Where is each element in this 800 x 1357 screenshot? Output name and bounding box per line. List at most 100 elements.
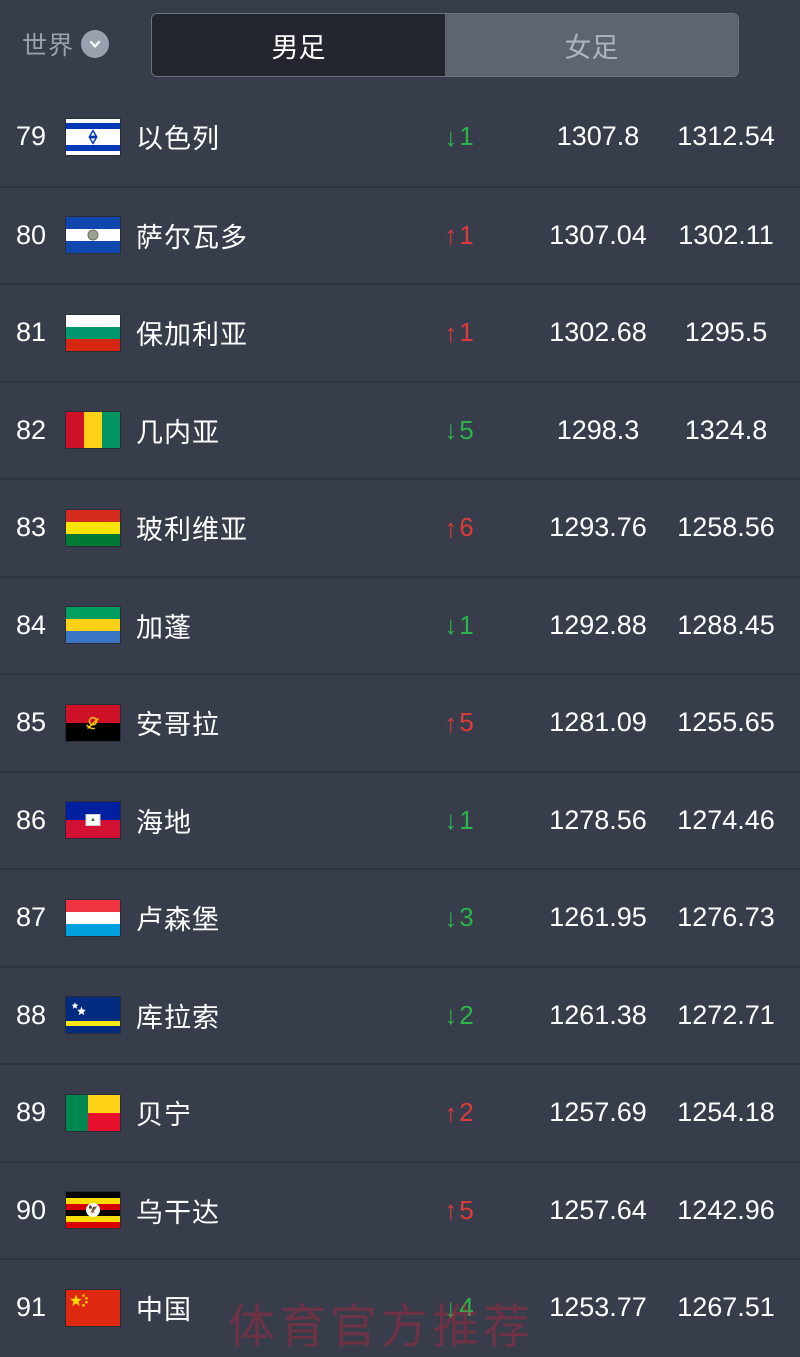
rank-change-value: 2: [459, 1097, 474, 1128]
table-row[interactable]: 79 以色列 ↓ 1 1307.8 1312.54: [0, 88, 800, 186]
table-row[interactable]: 85 安哥拉 ↑ 5 1281.09 1255.65: [0, 673, 800, 771]
rank-change: ↓ 1: [384, 610, 534, 641]
points-previous: 1267.51: [677, 1292, 775, 1323]
rank-change-value: 4: [459, 1292, 474, 1323]
flag-cell: [62, 1094, 124, 1131]
rank-number: 84: [15, 609, 47, 640]
flag-cell: [62, 607, 124, 644]
country-name: 玻利维亚: [136, 515, 248, 546]
header-bar: 世界 男足 女足: [0, 0, 800, 88]
rank-change-value: 2: [459, 999, 474, 1030]
rank-change: ↑ 1: [384, 220, 534, 251]
rank-change-value: 5: [459, 707, 474, 738]
points-previous: 1274.46: [677, 804, 775, 835]
flag-cell: [62, 1289, 124, 1326]
country-name: 中国: [136, 1295, 192, 1326]
tab-mens-football[interactable]: 男足: [152, 14, 445, 76]
arrow-down-icon: ↓: [444, 610, 458, 641]
country-name: 贝宁: [136, 1100, 192, 1131]
country-name: 库拉索: [136, 1002, 220, 1033]
table-row[interactable]: 90 🦅 乌干达 ↑ 5 1257.64 1242.96: [0, 1160, 800, 1258]
chevron-down-icon[interactable]: [81, 30, 110, 58]
points-current: 1257.69: [549, 1097, 647, 1128]
points-previous: 1255.65: [677, 707, 775, 738]
israel-flag: [66, 118, 120, 155]
rank-change-value: 1: [459, 317, 474, 348]
arrow-up-icon: ↑: [444, 317, 458, 348]
rank-change-value: 3: [459, 902, 474, 933]
flag-cell: [62, 217, 124, 254]
table-row[interactable]: 91 中国 ↓ 4 1253.77 1267.51: [0, 1258, 800, 1356]
arrow-down-icon: ↓: [444, 1292, 458, 1323]
rank-change-value: 6: [459, 512, 474, 543]
rank-change: ↓ 3: [384, 902, 534, 933]
country-name: 以色列: [136, 124, 220, 155]
table-row[interactable]: 88 库拉索 ↓ 2 1261.38 1272.71: [0, 965, 800, 1063]
country-name: 海地: [136, 807, 192, 838]
rank-number: 85: [15, 707, 47, 738]
country-name: 乌干达: [136, 1197, 220, 1228]
flag-cell: [62, 314, 124, 351]
table-row[interactable]: 84 加蓬 ↓ 1 1292.88 1288.45: [0, 575, 800, 673]
flag-cell: [62, 118, 124, 155]
points-current: 1307.04: [549, 219, 647, 250]
tab-womens-football[interactable]: 女足: [445, 14, 738, 76]
arrow-down-icon: ↓: [444, 1000, 458, 1031]
table-row[interactable]: 87 卢森堡 ↓ 3 1261.95 1276.73: [0, 868, 800, 966]
rank-number: 87: [15, 902, 47, 933]
table-row[interactable]: 86 ▲ 海地 ↓ 1 1278.56 1274.46: [0, 770, 800, 868]
points-previous: 1276.73: [677, 902, 775, 933]
arrow-up-icon: ↑: [444, 1097, 458, 1128]
table-row[interactable]: 82 几内亚 ↓ 5 1298.3 1324.8: [0, 380, 800, 478]
country-name: 几内亚: [136, 417, 220, 448]
rank-change-value: 1: [459, 121, 474, 152]
rank-number: 88: [15, 999, 47, 1030]
flag-cell: [62, 704, 124, 741]
rank-number: 83: [15, 512, 47, 543]
china-flag: [66, 1289, 120, 1326]
country-name: 卢森堡: [136, 905, 220, 936]
points-current: 1253.77: [549, 1292, 647, 1323]
arrow-down-icon: ↓: [444, 415, 458, 446]
country-name: 安哥拉: [136, 710, 220, 741]
table-row[interactable]: 89 贝宁 ↑ 2 1257.69 1254.18: [0, 1063, 800, 1161]
points-previous: 1242.96: [677, 1194, 775, 1225]
bulgaria-flag: [66, 314, 120, 351]
gabon-flag: [66, 607, 120, 644]
gender-tab-group[interactable]: 男足 女足: [151, 13, 739, 77]
flag-cell: [62, 997, 124, 1034]
flag-cell: [62, 412, 124, 449]
country-name: 加蓬: [136, 612, 192, 643]
arrow-up-icon: ↑: [444, 512, 458, 543]
country-name: 萨尔瓦多: [136, 222, 248, 253]
rank-change: ↑ 5: [384, 707, 534, 738]
bolivia-flag: [66, 509, 120, 546]
region-selector[interactable]: 世界: [22, 0, 110, 88]
angola-flag: [66, 704, 120, 741]
rank-number: 79: [15, 121, 47, 152]
rank-number: 86: [15, 804, 47, 835]
luxembourg-flag: [66, 899, 120, 936]
rank-number: 82: [15, 414, 47, 445]
rank-change: ↓ 1: [384, 805, 534, 836]
arrow-down-icon: ↓: [444, 121, 458, 152]
rank-change: ↑ 2: [384, 1097, 534, 1128]
rank-number: 90: [15, 1194, 47, 1225]
table-row[interactable]: 80 萨尔瓦多 ↑ 1 1307.04 1302.11: [0, 185, 800, 283]
points-previous: 1302.11: [678, 219, 774, 250]
arrow-down-icon: ↓: [444, 805, 458, 836]
rank-change: ↑ 1: [384, 317, 534, 348]
curacao-flag: [66, 997, 120, 1034]
rank-change-value: 5: [459, 414, 474, 445]
rank-change: ↓ 5: [384, 415, 534, 446]
points-current: 1293.76: [549, 512, 647, 543]
points-current: 1298.3: [556, 414, 640, 445]
table-row[interactable]: 83 玻利维亚 ↑ 6 1293.76 1258.56: [0, 478, 800, 576]
points-current: 1302.68: [549, 317, 647, 348]
rank-change: ↑ 6: [384, 512, 534, 543]
rank-number: 89: [15, 1097, 47, 1128]
points-current: 1278.56: [549, 804, 647, 835]
table-row[interactable]: 81 保加利亚 ↑ 1 1302.68 1295.5: [0, 283, 800, 381]
rank-change: ↓ 1: [384, 121, 534, 152]
points-current: 1281.09: [549, 707, 647, 738]
